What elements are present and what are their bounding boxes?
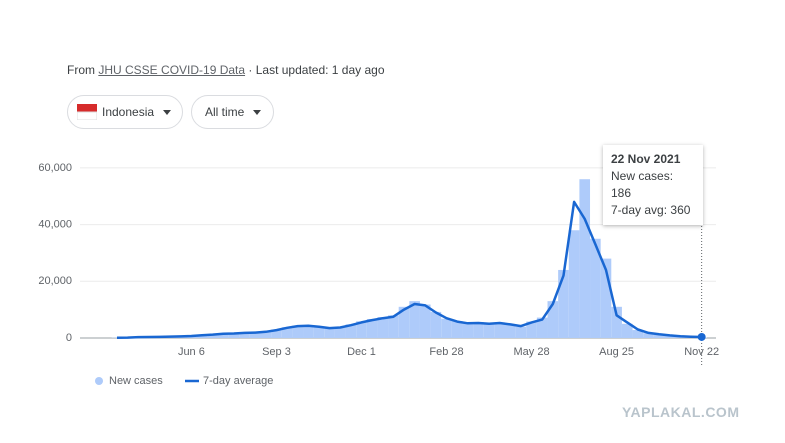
bar (664, 335, 676, 338)
bar (334, 326, 346, 338)
bar (303, 326, 314, 338)
bar (579, 179, 591, 338)
bar (504, 324, 516, 338)
line (116, 200, 702, 339)
bar (558, 269, 569, 338)
legend-label: New cases (109, 375, 163, 387)
bar (590, 238, 601, 338)
tooltip-date: 22 Nov 2021 (611, 152, 681, 166)
range-select[interactable]: All time (191, 95, 274, 129)
bar (600, 258, 612, 338)
country: Indonesia (102, 105, 155, 119)
x-tick-label: Jun 6 (178, 346, 205, 358)
bar (345, 324, 357, 338)
bar (547, 301, 559, 338)
bar (388, 315, 399, 338)
source-link[interactable]: JHU CSSE COVID-19 Data (98, 63, 246, 77)
bar (398, 306, 410, 338)
bar (653, 334, 665, 338)
bar (483, 323, 495, 338)
watermark: YAPLAKAL.COM (622, 404, 740, 420)
source-prefix: From (67, 63, 95, 77)
bar (324, 328, 335, 338)
bar (409, 301, 420, 338)
bar (643, 333, 654, 338)
bar (441, 318, 452, 338)
tooltip-new: New cases: 186 (611, 168, 695, 202)
country-select[interactable]: Indonesia (67, 95, 183, 129)
tooltip-label: New cases: (611, 169, 674, 183)
x-tick-label: May 28 (514, 346, 550, 358)
bar (366, 319, 378, 338)
bar (536, 317, 548, 338)
bar (377, 317, 389, 338)
bar (281, 327, 293, 338)
tooltip-value: 186 (611, 186, 632, 200)
range: All time (205, 105, 245, 119)
x-tick-label: Nov 22 (684, 346, 719, 358)
bar (292, 325, 304, 338)
legend-label: 7-day average (203, 375, 273, 387)
bar (451, 320, 463, 338)
bar (462, 322, 474, 338)
legend-swatch (95, 377, 103, 385)
x-tick-label: Dec 1 (347, 346, 376, 358)
bar (621, 323, 633, 338)
bar (419, 304, 431, 338)
tooltip: 22 Nov 2021 New cases: 186 7-day avg: 36… (603, 145, 703, 225)
bar (239, 332, 250, 338)
y-tick-label: 0 (66, 332, 72, 344)
tooltip-avg: 7-day avg: 360 (611, 202, 695, 219)
y-tick-label: 20,000 (38, 275, 72, 287)
bar (611, 306, 622, 338)
bar (228, 333, 240, 338)
y-tick-label: 40,000 (38, 218, 72, 230)
x-tick-label: Feb 28 (429, 346, 463, 358)
bar (526, 321, 537, 338)
bar (260, 331, 272, 338)
bar (271, 329, 282, 338)
y-tick-label: 60,000 (38, 162, 72, 174)
bar (473, 322, 484, 338)
tooltip-value: 360 (670, 203, 691, 217)
x-tick-label: Aug 25 (599, 346, 634, 358)
hover-dot (697, 332, 706, 341)
bar (356, 321, 367, 338)
bar (568, 230, 580, 338)
flag (77, 104, 97, 120)
bar (494, 322, 505, 338)
x-tick-label: Sep 3 (262, 346, 291, 358)
bar (313, 326, 325, 338)
updated: · Last updated: 1 day ago (248, 63, 385, 77)
bar (249, 332, 261, 338)
tooltip-label: 7-day avg: (611, 203, 668, 217)
bar (207, 334, 218, 338)
bar (515, 326, 527, 338)
bar (430, 311, 442, 338)
bar (217, 333, 229, 338)
bar (632, 330, 644, 338)
source-line: From JHU CSSE COVID-19 Data · Last updat… (67, 63, 385, 77)
